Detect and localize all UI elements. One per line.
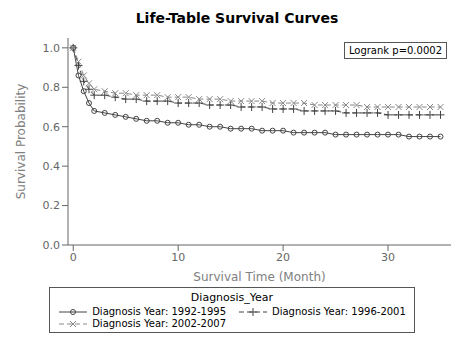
svg-text:1.0: 1.0: [43, 42, 61, 55]
svg-text:30: 30: [381, 251, 395, 264]
html-text:Diagnosis Year: 1996-2001: Diagnosis Year: 1996-2001: [272, 306, 406, 317]
svg-text:0.8: 0.8: [43, 81, 61, 94]
svg-text:0.0: 0.0: [43, 239, 61, 252]
svg-text:0.4: 0.4: [43, 160, 61, 173]
svg-text:Survival Time (Month): Survival Time (Month): [193, 270, 325, 284]
html-text:Diagnosis_Year: Diagnosis_Year: [190, 291, 274, 304]
svg-text:Survival Probability: Survival Probability: [14, 84, 28, 200]
svg-text:0.6: 0.6: [43, 121, 61, 134]
html-text:Diagnosis Year: 1992-1995: Diagnosis Year: 1992-1995: [92, 306, 226, 317]
svg-text:0.2: 0.2: [43, 199, 61, 212]
svg-text:20: 20: [276, 251, 290, 264]
svg-text:10: 10: [171, 251, 185, 264]
html-text:Life-Table Survival Curves: Life-Table Survival Curves: [135, 10, 339, 26]
svg-text:0: 0: [70, 251, 77, 264]
html-text:Logrank p=0.0002: Logrank p=0.0002: [348, 45, 442, 56]
html-text:Diagnosis Year: 2002-2007: Diagnosis Year: 2002-2007: [92, 318, 226, 329]
